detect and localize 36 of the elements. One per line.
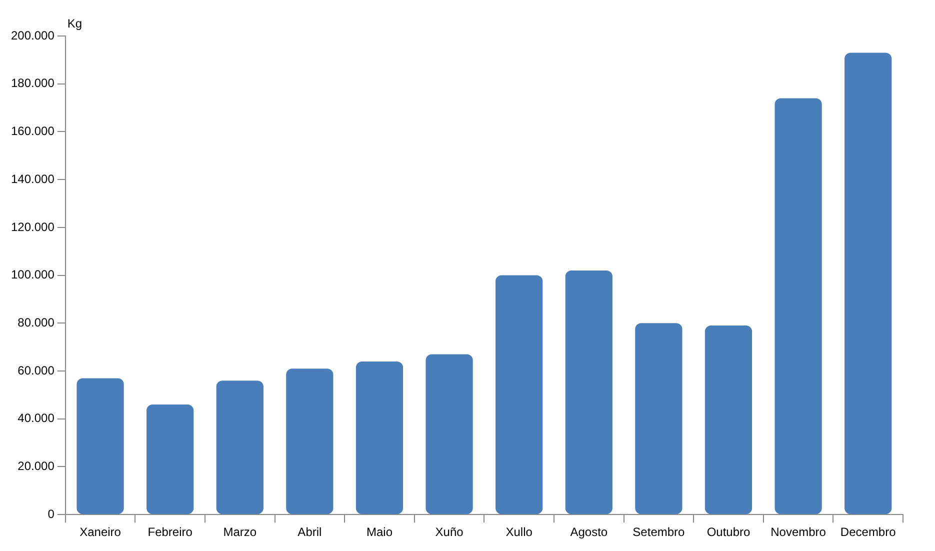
x-tick-label: Marzo xyxy=(223,525,257,540)
x-tick-label: Xullo xyxy=(506,525,533,540)
y-tick-label: 100.000 xyxy=(10,268,55,282)
bar xyxy=(704,326,752,514)
bar xyxy=(635,323,682,514)
bar xyxy=(356,361,404,514)
x-tick-label: Maio xyxy=(366,525,393,540)
y-axis-title: Kg xyxy=(67,16,82,30)
y-tick-label: 140.000 xyxy=(10,172,55,186)
x-tick-label: Setembro xyxy=(632,525,686,540)
bar xyxy=(844,52,892,514)
y-tick-label: 160.000 xyxy=(10,124,55,138)
bar xyxy=(146,404,194,514)
y-tick-label: 120.000 xyxy=(10,220,55,234)
bar xyxy=(286,368,334,514)
bar xyxy=(426,354,473,514)
x-tick-label: Decembro xyxy=(840,525,896,540)
x-tick-label: Novembro xyxy=(770,525,826,540)
bar xyxy=(216,380,264,514)
x-tick-label: Agosto xyxy=(570,525,608,540)
bar xyxy=(565,270,612,514)
y-tick-label: 0 xyxy=(48,506,55,521)
y-tick-label: 200.000 xyxy=(10,28,55,42)
x-tick-label: Febreiro xyxy=(148,525,193,540)
x-tick-label: Xuño xyxy=(435,525,464,540)
x-tick-label: Outubro xyxy=(706,525,750,540)
x-tick-label: Abril xyxy=(298,525,322,540)
y-tick-label: 20.000 xyxy=(18,459,55,474)
bar xyxy=(774,98,822,514)
x-tick-label: Xaneiro xyxy=(80,525,122,540)
y-tick-label: 60.000 xyxy=(18,363,55,378)
bar xyxy=(76,378,124,514)
bar xyxy=(496,275,543,514)
y-tick-label: 180.000 xyxy=(10,76,55,90)
y-tick-label: 80.000 xyxy=(18,315,55,330)
y-tick-label: 40.000 xyxy=(18,411,55,426)
